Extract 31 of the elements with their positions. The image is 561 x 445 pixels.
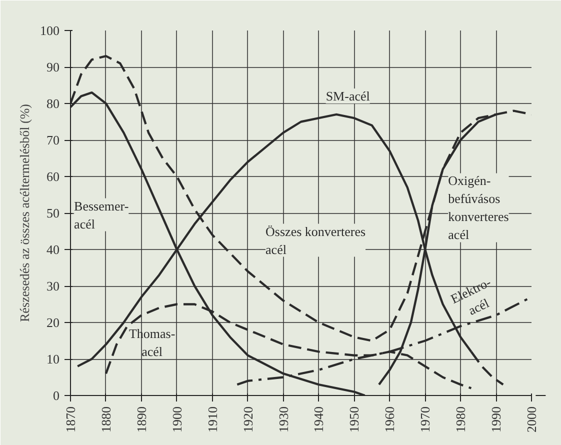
x-tick-label: 1950 xyxy=(346,406,362,432)
y-tick-label: 0 xyxy=(53,388,60,403)
x-tick-label: 1870 xyxy=(63,406,78,432)
y-tick-label: 30 xyxy=(46,278,60,294)
x-tick-label: 1960 xyxy=(382,406,398,432)
y-tick-label: 70 xyxy=(46,132,60,148)
x-tick-label: 1920 xyxy=(240,406,256,432)
series-label: SM-acél xyxy=(326,88,370,104)
y-tick-label: 10 xyxy=(46,352,60,366)
text: Elektro-acél xyxy=(448,274,494,318)
y-tick-label: 40 xyxy=(46,242,60,257)
x-tick-label: 1930 xyxy=(276,406,291,432)
x-tick-label: 2000 xyxy=(524,406,539,432)
series-label: Összes konverteres acél xyxy=(266,224,366,257)
x-tick-label: 1970 xyxy=(418,406,433,432)
y-axis-title: Részesedés az összes acéltermelésből (%) xyxy=(17,104,32,322)
y-tick-label: 20 xyxy=(46,315,60,330)
x-tick-label: 1910 xyxy=(204,406,220,432)
y-tick-label: 50 xyxy=(46,206,60,220)
series-label: Bessemer-acél xyxy=(74,198,129,232)
y-tick-label: 60 xyxy=(46,169,60,184)
x-tick-label: 1900 xyxy=(169,406,184,432)
y-tick-label: 100 xyxy=(40,23,60,38)
series-label: Oxigén-befúvásos konverteres acél xyxy=(448,173,509,242)
x-tick-label: 1980 xyxy=(453,406,468,432)
y-tick-label: 90 xyxy=(46,60,60,74)
y-tick-label: 80 xyxy=(46,96,60,111)
x-tick-label: 1940 xyxy=(311,406,326,432)
x-tick-label: 1990 xyxy=(488,406,504,432)
x-tick-label: 1890 xyxy=(134,406,149,432)
x-tick-label: 1880 xyxy=(98,406,114,432)
